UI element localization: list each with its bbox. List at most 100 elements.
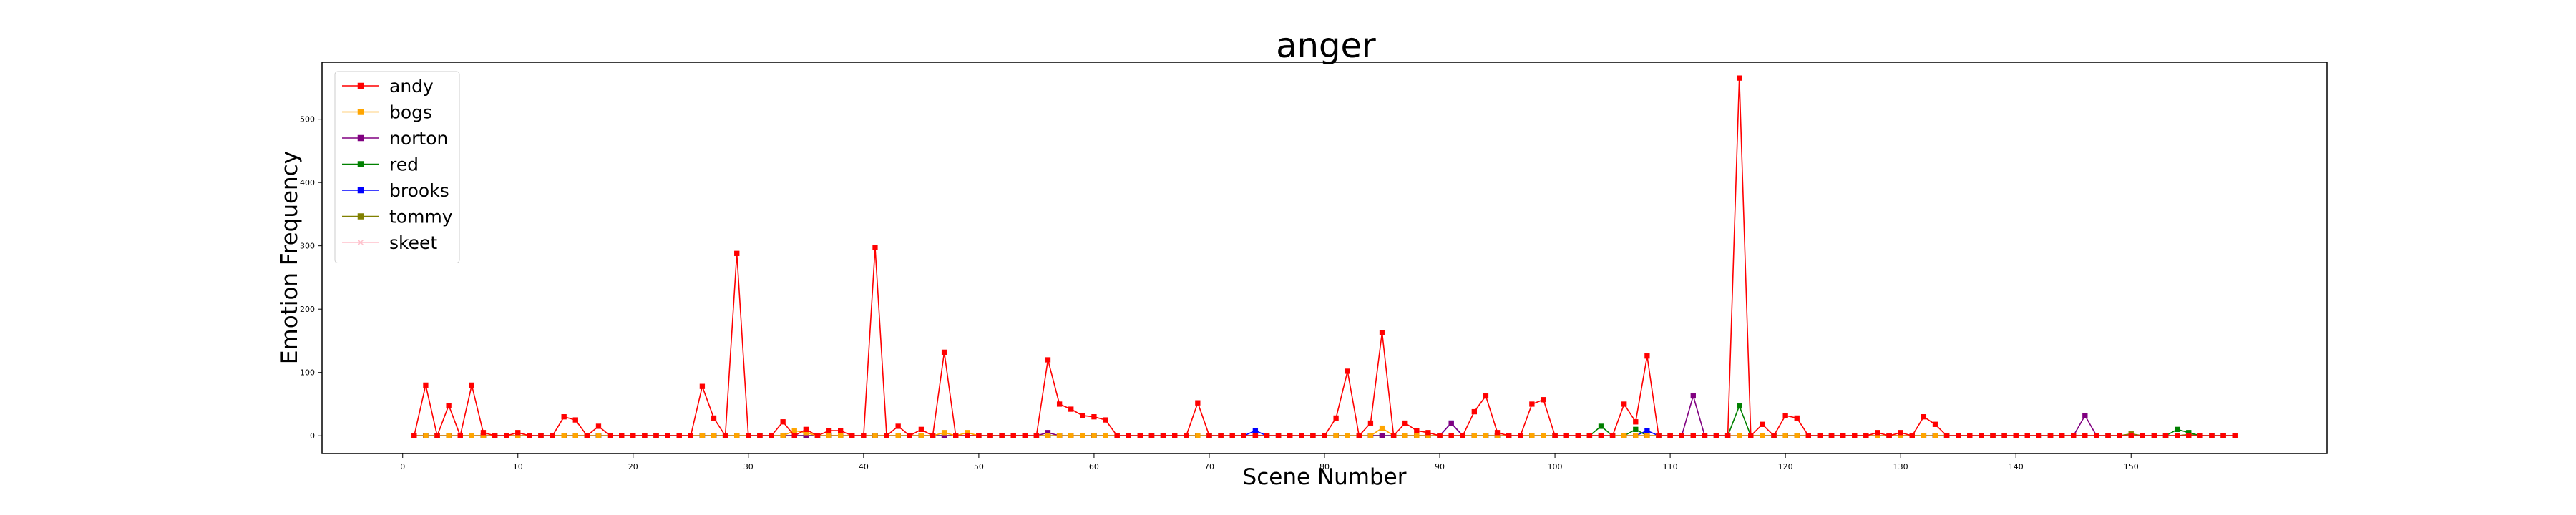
data-point-bogs [1529,433,1535,438]
data-point-bogs [446,433,452,438]
data-point-andy [527,433,532,438]
data-point-andy [1921,414,1927,420]
data-point-bogs [1367,433,1374,438]
data-point-andy [1437,433,1443,438]
data-point-andy [469,382,474,388]
data-point-andy [2094,433,2099,438]
data-point-andy [1103,417,1108,423]
legend-marker [357,82,364,89]
data-point-andy [411,433,417,438]
data-point-andy [1229,433,1235,438]
data-point-bogs [572,433,578,438]
data-point-andy [1045,357,1051,363]
legend-item-andy: andy [342,76,434,97]
data-point-andy [1172,433,1178,438]
legend-label: brooks [389,180,449,201]
data-point-andy [1563,433,1569,438]
y-tick-label: 200 [300,305,315,314]
series-line-red [414,405,2235,437]
data-point-andy [642,433,648,438]
series-red [411,403,2238,438]
data-point-andy [1667,433,1673,438]
legend-marker [357,187,364,194]
data-point-andy [584,433,590,438]
data-point-andy [1943,433,1950,438]
data-point-andy [814,433,821,438]
data-point-andy [2140,433,2145,438]
data-point-andy [423,382,429,388]
y-tick-label: 300 [300,242,315,251]
data-point-andy [1299,433,1304,438]
data-point-andy [884,433,889,438]
legend-marker [357,239,364,246]
y-tick-label: 100 [300,368,315,378]
data-point-bogs [1760,433,1765,438]
data-point-bogs [1541,433,1546,438]
data-point-andy [1656,433,1662,438]
y-tick-label: 500 [300,115,315,124]
data-point-andy [1367,420,1374,426]
data-point-brooks [1644,428,1650,433]
data-point-andy [1448,433,1454,438]
data-point-andy [791,433,797,438]
data-point-andy [2024,433,2030,438]
data-point-andy [895,423,901,429]
data-point-andy [595,423,602,429]
data-point-andy [1828,433,1835,438]
data-point-andy [2001,433,2007,438]
data-point-andy [2105,433,2111,438]
data-point-bogs [941,430,947,436]
data-point-andy [1402,420,1408,426]
x-tick-label: 90 [1435,462,1445,471]
data-point-bogs [734,433,740,438]
data-point-andy [1529,401,1535,407]
data-point-bogs [711,433,717,438]
x-tick-label: 30 [743,462,753,471]
data-point-andy [1552,433,1558,438]
data-point-bogs [1644,433,1650,438]
data-point-andy [1932,421,1938,427]
data-point-andy [2197,433,2203,438]
data-point-andy [1875,430,1880,436]
data-point-norton [1690,393,1696,399]
data-point-andy [849,433,855,438]
data-point-andy [2151,433,2157,438]
data-point-andy [918,426,924,433]
data-point-andy [1979,433,1984,438]
data-point-andy [1852,433,1858,438]
data-point-bogs [423,433,429,438]
data-point-andy [1080,413,1085,418]
data-point-bogs [469,433,474,438]
data-point-andy [930,433,936,438]
data-point-andy [2232,433,2238,438]
data-point-andy [1068,406,1074,412]
data-point-bogs [872,433,878,438]
x-tick-label: 100 [1548,462,1563,471]
data-point-andy [1609,433,1616,438]
data-point-andy [1990,433,1996,438]
data-point-andy [1679,433,1684,438]
data-point-bogs [1414,433,1420,438]
legend-marker [357,213,364,220]
data-point-andy [1863,433,1869,438]
y-tick-label: 400 [300,178,315,187]
legend-item-bogs: bogs [342,102,432,123]
x-tick-label: 40 [859,462,869,471]
data-point-andy [457,433,463,438]
data-point-norton [2082,413,2088,418]
data-point-bogs [1045,433,1051,438]
data-point-andy [1840,433,1846,438]
data-point-andy [769,433,774,438]
data-point-andy [446,403,452,408]
plot-frame [321,62,2328,454]
legend-marker [357,109,364,115]
x-tick-label: 0 [400,462,405,471]
data-point-andy [1886,433,1892,438]
data-point-bogs [1621,433,1627,438]
data-point-andy [1010,433,1016,438]
data-point-andy [2175,433,2180,438]
data-point-andy [1184,433,1189,438]
data-point-bogs [780,433,786,438]
data-point-norton [1448,420,1454,426]
data-point-andy [1575,433,1581,438]
